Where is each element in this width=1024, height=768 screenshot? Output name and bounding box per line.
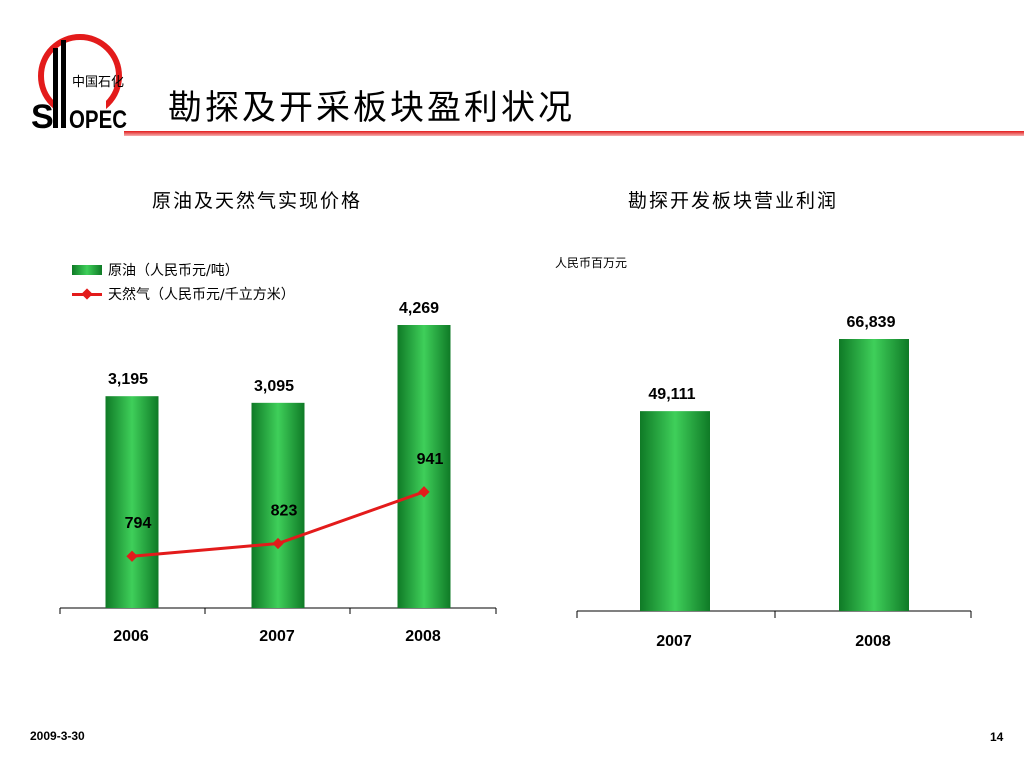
crude-oil-bar bbox=[397, 325, 451, 608]
chart1-category-label: 2006 bbox=[113, 628, 149, 645]
legend-line-swatch bbox=[72, 289, 102, 299]
operating-profit-bar bbox=[839, 339, 909, 611]
natural-gas-data-label: 794 bbox=[125, 515, 152, 532]
chart2-category-label: 2007 bbox=[656, 633, 692, 650]
crude-oil-bar bbox=[105, 396, 159, 608]
chart2-category-label: 2008 bbox=[855, 633, 891, 650]
page-number: 14 bbox=[990, 730, 1004, 744]
chart1-category-label: 2008 bbox=[405, 628, 441, 645]
footer-date: 2009-3-30 bbox=[30, 729, 85, 743]
sinopec-logo: 中国石化 S OPEC bbox=[31, 34, 127, 134]
crude-oil-data-label: 3,195 bbox=[108, 371, 148, 388]
legend-bar-swatch bbox=[72, 265, 102, 275]
legend-label-gas: 天然气（人民币元/千立方米） bbox=[108, 287, 295, 303]
legend-item-crude: 原油（人民币元/吨） bbox=[72, 258, 295, 282]
natural-gas-data-label: 823 bbox=[271, 503, 298, 520]
natural-gas-point bbox=[418, 486, 430, 498]
chart2-title: 勘探开发板块营业利润 bbox=[628, 190, 839, 212]
operating-profit-data-label: 66,839 bbox=[847, 314, 896, 331]
crude-oil-bar bbox=[251, 402, 305, 608]
operating-profit-bar bbox=[640, 411, 710, 611]
operating-profit-data-label: 49,111 bbox=[648, 386, 695, 403]
chart1-title: 原油及天然气实现价格 bbox=[152, 190, 363, 212]
svg-text:中国石化: 中国石化 bbox=[72, 75, 124, 90]
chart1-legend: 原油（人民币元/吨） 天然气（人民币元/千立方米） bbox=[72, 258, 295, 306]
chart1-category-label: 2007 bbox=[259, 628, 295, 645]
legend-item-gas: 天然气（人民币元/千立方米） bbox=[72, 282, 295, 306]
natural-gas-data-label: 941 bbox=[417, 451, 444, 468]
chart2-unit-label: 人民币百万元 bbox=[555, 256, 628, 270]
title-divider bbox=[124, 131, 1024, 136]
crude-oil-data-label: 4,269 bbox=[399, 300, 439, 317]
crude-oil-data-label: 3,095 bbox=[254, 378, 294, 395]
svg-text:S: S bbox=[31, 98, 54, 134]
natural-gas-point bbox=[272, 537, 284, 550]
legend-label-crude: 原油（人民币元/吨） bbox=[108, 263, 239, 279]
svg-text:OPEC: OPEC bbox=[69, 106, 127, 134]
page-title: 勘探及开采板块盈利状况 bbox=[168, 88, 575, 128]
